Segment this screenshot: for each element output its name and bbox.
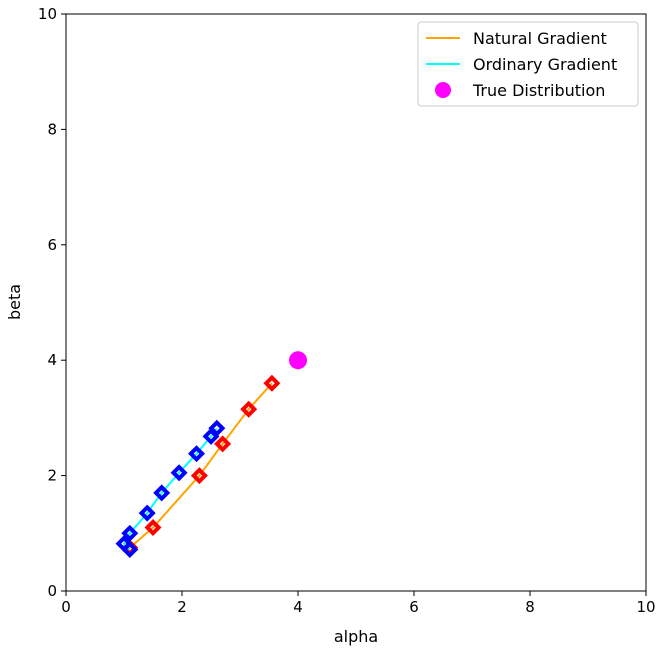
x-tick-label: 0 <box>61 598 71 616</box>
series-marker-1 <box>170 464 188 482</box>
y-tick-label: 2 <box>47 467 57 485</box>
y-tick-label: 0 <box>47 582 57 600</box>
x-tick-label: 4 <box>293 598 303 616</box>
x-tick-label: 6 <box>409 598 419 616</box>
plot-frame <box>65 13 647 592</box>
legend-label: Natural Gradient <box>473 29 607 48</box>
series-marker-0 <box>240 400 258 418</box>
y-tick-label: 8 <box>47 120 57 138</box>
series-marker-0 <box>144 519 162 537</box>
ticks-layer: 0 2 4 6 8 10 0 2 4 6 8 10 <box>38 5 656 616</box>
series-marker-1 <box>208 419 226 437</box>
x-axis-label: alpha <box>334 627 378 646</box>
series-marker-1 <box>153 484 171 502</box>
series-marker-0 <box>190 467 208 485</box>
legend-box <box>417 21 639 107</box>
legend-label: Ordinary Gradient <box>473 55 617 74</box>
series-layer <box>115 351 307 558</box>
y-axis-label: beta <box>5 284 24 320</box>
y-tick-label: 4 <box>47 351 57 369</box>
series-marker-1 <box>115 535 133 553</box>
series-marker-1 <box>138 504 156 522</box>
x-tick-label: 8 <box>525 598 535 616</box>
y-tick-label: 10 <box>38 5 57 23</box>
legend-swatch <box>435 82 451 98</box>
series-marker-1 <box>188 445 205 463</box>
series-marker-0 <box>214 435 232 453</box>
x-tick-label: 10 <box>636 598 655 616</box>
legend-label: True Distribution <box>472 81 605 100</box>
true-distribution-point <box>289 351 307 370</box>
y-tick-label: 6 <box>47 236 57 254</box>
series-marker-1 <box>121 524 139 542</box>
x-tick-label: 2 <box>177 598 187 616</box>
legend: Natural Gradient Ordinary Gradient True Di… <box>417 21 639 107</box>
series-marker-0 <box>263 374 281 392</box>
